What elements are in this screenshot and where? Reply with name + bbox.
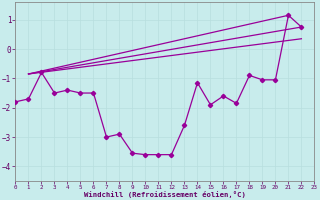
X-axis label: Windchill (Refroidissement éolien,°C): Windchill (Refroidissement éolien,°C) <box>84 191 246 198</box>
